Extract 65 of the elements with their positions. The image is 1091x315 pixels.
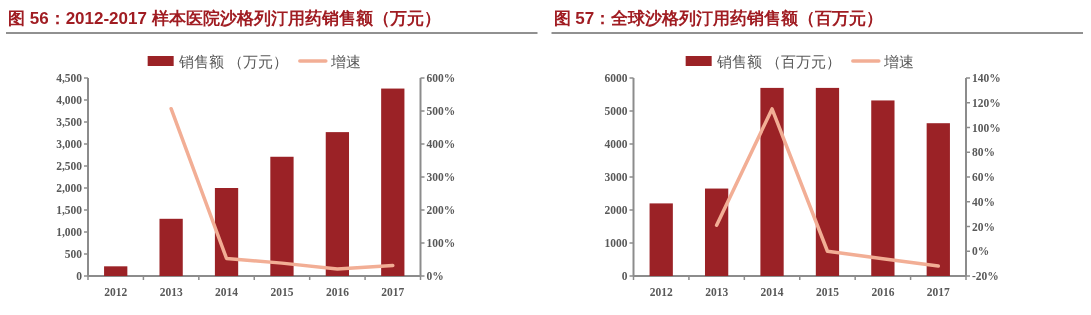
y-tick-label: 3,000 [56, 138, 83, 150]
chart-title: 图 57：全球沙格列汀用药销售额（百万元） [553, 9, 884, 28]
legend-label: 增速 [329, 53, 361, 70]
y-tick-label: 1,500 [56, 204, 83, 216]
bar [325, 132, 350, 276]
y-tick-label: 2,000 [56, 182, 83, 194]
line-series [169, 106, 395, 271]
y2-tick-label: 80% [972, 146, 995, 159]
y2-tick-label: 100% [972, 121, 1001, 134]
x-tick-label: 2015 [270, 286, 294, 298]
y-tick-label: 1000 [604, 237, 628, 249]
x-tick-label: 2017 [926, 286, 951, 298]
y2-tick-label: 500% [426, 105, 456, 117]
x-tick-label: 2012 [104, 286, 128, 298]
x-tick-label: 2013 [705, 286, 729, 298]
bar [159, 218, 183, 276]
y2-tick-label: 140% [972, 72, 1001, 84]
y2-tick-label: 0% [972, 245, 990, 258]
y2-tick-label: 300% [426, 171, 456, 183]
y2-tick-label: 400% [426, 138, 456, 150]
y-tick-label: 3,500 [56, 116, 83, 128]
y2-tick-label: 20% [972, 220, 995, 233]
x-tick-label: 2013 [159, 286, 183, 298]
bar [381, 88, 405, 276]
y-tick-label: 1,000 [56, 226, 83, 238]
y2-tick-label: 40% [972, 195, 995, 208]
y2-tick-label: 100% [426, 237, 456, 249]
y-tick-label: 4,500 [56, 72, 83, 84]
bar [270, 156, 294, 276]
y-tick-label: 2,500 [56, 160, 83, 172]
chart-title: 图 56：2012-2017 样本医院沙格列汀用药销售额（万元） [8, 9, 441, 28]
y-tick-label: 0 [621, 270, 628, 282]
bar [104, 266, 128, 276]
bar [214, 188, 239, 276]
y2-tick-label: 60% [972, 171, 995, 183]
y-tick-label: 0 [76, 270, 83, 282]
x-tick-label: 2016 [325, 286, 350, 298]
y2-tick-label: 120% [972, 96, 1001, 109]
y2-tick-label: 600% [426, 72, 456, 84]
bar [871, 100, 895, 276]
line-series [714, 107, 941, 268]
y-tick-label: 4000 [604, 138, 628, 150]
y-tick-label: 500 [64, 248, 83, 260]
x-tick-label: 2015 [815, 286, 840, 298]
x-tick-label: 2014 [760, 286, 784, 298]
x-tick-label: 2016 [871, 286, 895, 298]
y-tick-label: 5000 [604, 105, 628, 117]
bar [926, 123, 950, 276]
legend-label: 销售额 （百万元） [715, 53, 841, 70]
bar [815, 87, 840, 276]
x-tick-label: 2017 [381, 286, 405, 298]
y-tick-label: 3000 [604, 171, 628, 183]
y-tick-label: 6000 [604, 72, 628, 84]
bar [649, 203, 673, 276]
y2-tick-label: 0% [426, 270, 444, 282]
x-tick-label: 2012 [649, 286, 673, 298]
y-tick-label: 2000 [604, 204, 628, 216]
bar [704, 188, 729, 276]
bar [760, 87, 784, 276]
y2-tick-label: -20% [972, 270, 999, 282]
y2-tick-label: 200% [426, 204, 456, 216]
x-tick-label: 2014 [215, 286, 239, 298]
y-tick-label: 4,000 [56, 94, 83, 106]
legend-label: 销售额 （万元） [177, 53, 288, 70]
legend-label: 增速 [882, 53, 914, 70]
